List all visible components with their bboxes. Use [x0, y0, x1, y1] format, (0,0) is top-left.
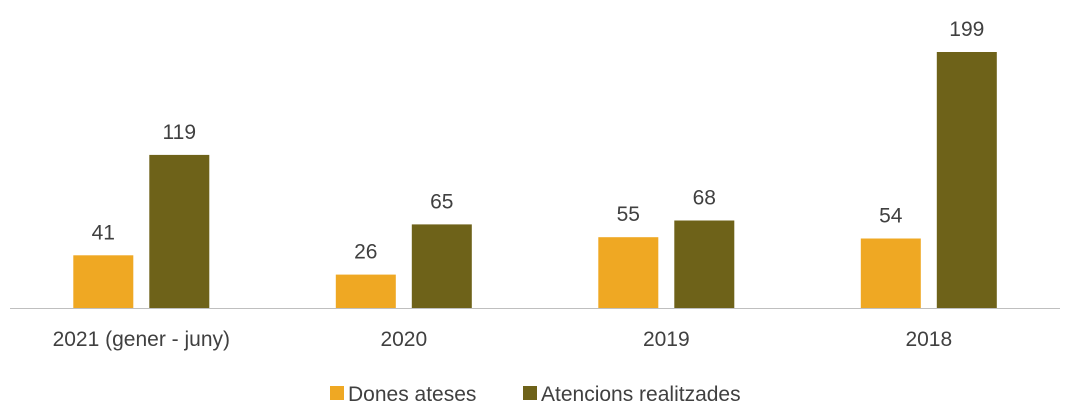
bar-atencions-realitzades [149, 154, 210, 308]
data-label: 26 [354, 241, 377, 264]
x-tick-label: 2018 [905, 328, 952, 351]
data-label: 68 [693, 187, 716, 210]
bar-atencions-realitzades [411, 224, 472, 308]
legend-label-atencions-realitzades: Atencions realitzades [541, 383, 741, 406]
bar-dones-ateses [73, 255, 134, 308]
bar-dones-ateses [335, 274, 396, 308]
x-tick-label: 2019 [643, 328, 690, 351]
x-tick-label: 2021 (gener - juny) [53, 328, 230, 351]
legend-swatch-atencions-realitzades [523, 386, 537, 400]
x-tick-label: 2020 [380, 328, 427, 351]
legend-label-dones-ateses: Dones ateses [348, 383, 476, 406]
bar-dones-ateses [598, 237, 659, 308]
data-label: 119 [163, 121, 196, 144]
x-tick-labels-group: 2021 (gener - juny) 2020 2019 2018 [53, 328, 953, 351]
legend: Dones ateses Atencions realitzades [330, 383, 741, 406]
data-label: 65 [430, 190, 453, 213]
bar-atencions-realitzades [674, 220, 735, 308]
bar-dones-ateses [860, 238, 921, 308]
bars-group [73, 52, 997, 308]
data-label: 55 [617, 203, 640, 226]
data-labels-group: 41 119 26 65 55 68 54 199 [92, 18, 985, 264]
data-label: 41 [92, 221, 115, 244]
data-label: 199 [949, 18, 984, 41]
legend-swatch-dones-ateses [330, 386, 344, 400]
bar-atencions-realitzades [936, 52, 997, 308]
data-label: 54 [879, 205, 903, 228]
